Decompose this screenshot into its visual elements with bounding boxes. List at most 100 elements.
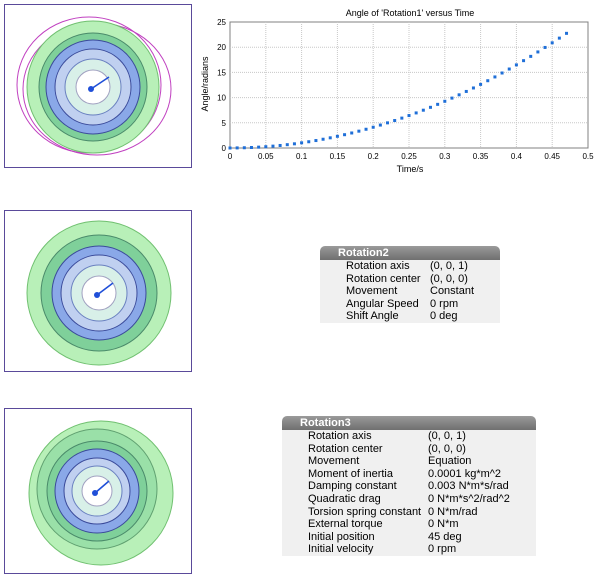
motor-model-icon <box>28 420 174 566</box>
data-point <box>428 105 432 109</box>
y-tick-label: 20 <box>217 43 226 52</box>
data-point <box>378 123 382 127</box>
data-point <box>550 41 554 45</box>
property-value: (0, 0, 0) <box>428 442 466 455</box>
data-point <box>228 146 232 150</box>
property-key: Movement <box>308 455 360 468</box>
property-value: 0.0001 kg*m^2 <box>428 467 502 480</box>
data-point <box>507 67 511 71</box>
list-item: Rotation axis (0, 0, 1) <box>320 260 500 273</box>
list-item: Torsion spring constant 0 N*m/rad <box>282 506 536 519</box>
data-point <box>565 31 569 35</box>
panel-title: Rotation2 <box>320 246 500 260</box>
y-tick-label: 5 <box>222 119 227 128</box>
data-point <box>271 144 275 148</box>
property-value: 0 deg <box>430 310 458 323</box>
data-point <box>264 145 268 149</box>
property-key: Initial position <box>308 530 375 543</box>
property-key: Angular Speed <box>346 297 419 310</box>
property-value: 0 rpm <box>430 297 459 310</box>
data-point <box>514 63 518 67</box>
data-point <box>285 143 289 147</box>
data-point <box>479 82 483 86</box>
property-key: Rotation axis <box>308 430 372 442</box>
data-point <box>543 45 547 49</box>
motor-model-icon <box>16 16 172 156</box>
x-tick-label: 0.25 <box>401 152 417 161</box>
data-point <box>522 59 526 63</box>
data-point <box>249 145 253 149</box>
angle-time-chart: Angle of 'Rotation1' versus Time Angle/r… <box>200 8 594 174</box>
list-item: Initial position 45 deg <box>282 531 536 544</box>
chart-ylabel: Angle/radians <box>200 56 210 112</box>
data-point <box>321 137 325 141</box>
y-tick-label: 10 <box>217 94 226 103</box>
list-item: Movement Equation <box>282 455 536 468</box>
data-point <box>457 93 461 97</box>
property-value: 0 rpm <box>428 543 457 556</box>
data-point <box>443 99 447 103</box>
property-value: (0, 0, 0) <box>430 272 468 285</box>
data-point <box>407 114 411 118</box>
data-point <box>307 140 311 144</box>
rotation3-panel: Rotation3 Rotation axis (0, 0, 1) Rotatio… <box>282 416 536 556</box>
data-point <box>343 133 347 137</box>
property-value: 0.003 N*m*s/rad <box>428 480 509 493</box>
chart-xlabel: Time/s <box>397 164 424 174</box>
property-key: Moment of inertia <box>308 467 393 480</box>
panel-title: Rotation3 <box>282 416 536 430</box>
list-item: Damping constant 0.003 N*m*s/rad <box>282 480 536 493</box>
data-point <box>436 102 440 106</box>
data-point <box>464 89 468 93</box>
list-item: Movement Constant <box>320 285 500 298</box>
property-value: Equation <box>428 455 472 468</box>
property-value: (0, 0, 1) <box>430 260 468 272</box>
data-point <box>536 50 540 54</box>
x-tick-label: 0.1 <box>296 152 308 161</box>
data-point <box>257 145 261 149</box>
chart-title: Angle of 'Rotation1' versus Time <box>346 8 475 18</box>
list-item: Quadratic drag 0 N*m*s^2/rad^2 <box>282 493 536 506</box>
property-key: Shift Angle <box>346 310 399 323</box>
chart-grid <box>229 21 589 149</box>
data-point <box>335 134 339 138</box>
viewport-rotation1[interactable] <box>4 4 192 168</box>
data-point <box>486 79 490 83</box>
chart-ticks: 0 0.05 0.1 0.15 0.2 0.25 0.3 0.35 0.4 0.45 0.5 0 5 10… <box>217 18 594 161</box>
list-item: Rotation center (0, 0, 0) <box>320 273 500 286</box>
property-key: Rotation center <box>346 272 421 285</box>
y-tick-label: 15 <box>217 68 226 77</box>
property-value: 45 deg <box>428 530 462 543</box>
x-tick-label: 0.5 <box>582 152 594 161</box>
viewport-rotation3[interactable] <box>4 408 192 574</box>
data-point <box>235 146 239 150</box>
motor-model-icon <box>26 220 172 366</box>
data-point <box>278 143 282 147</box>
data-point <box>386 121 390 125</box>
property-value: Constant <box>430 285 475 298</box>
data-point <box>471 86 475 90</box>
y-tick-label: 25 <box>217 18 226 27</box>
x-tick-label: 0.3 <box>439 152 451 161</box>
rotation2-panel: Rotation2 Rotation axis (0, 0, 1) Rotatio… <box>320 246 500 323</box>
data-point <box>242 146 246 150</box>
data-point <box>328 136 332 140</box>
property-key: External torque <box>308 518 383 531</box>
property-value: (0, 0, 1) <box>428 430 466 442</box>
property-value: 0 N*m*s^2/rad^2 <box>428 492 510 505</box>
viewport-rotation2[interactable] <box>4 210 192 372</box>
x-tick-label: 0.15 <box>330 152 346 161</box>
y-tick-label: 0 <box>222 144 227 153</box>
property-key: Torsion spring constant <box>308 505 422 518</box>
property-key: Quadratic drag <box>308 492 381 505</box>
data-point <box>500 71 504 75</box>
list-item: Shift Angle 0 deg <box>320 310 500 323</box>
property-key: Initial velocity <box>308 543 374 556</box>
data-point <box>393 119 397 123</box>
list-item: External torque 0 N*m <box>282 518 536 531</box>
data-point <box>371 125 375 129</box>
x-tick-label: 0.35 <box>473 152 489 161</box>
property-key: Movement <box>346 285 398 298</box>
data-point <box>529 54 533 58</box>
x-tick-label: 0 <box>228 152 233 161</box>
